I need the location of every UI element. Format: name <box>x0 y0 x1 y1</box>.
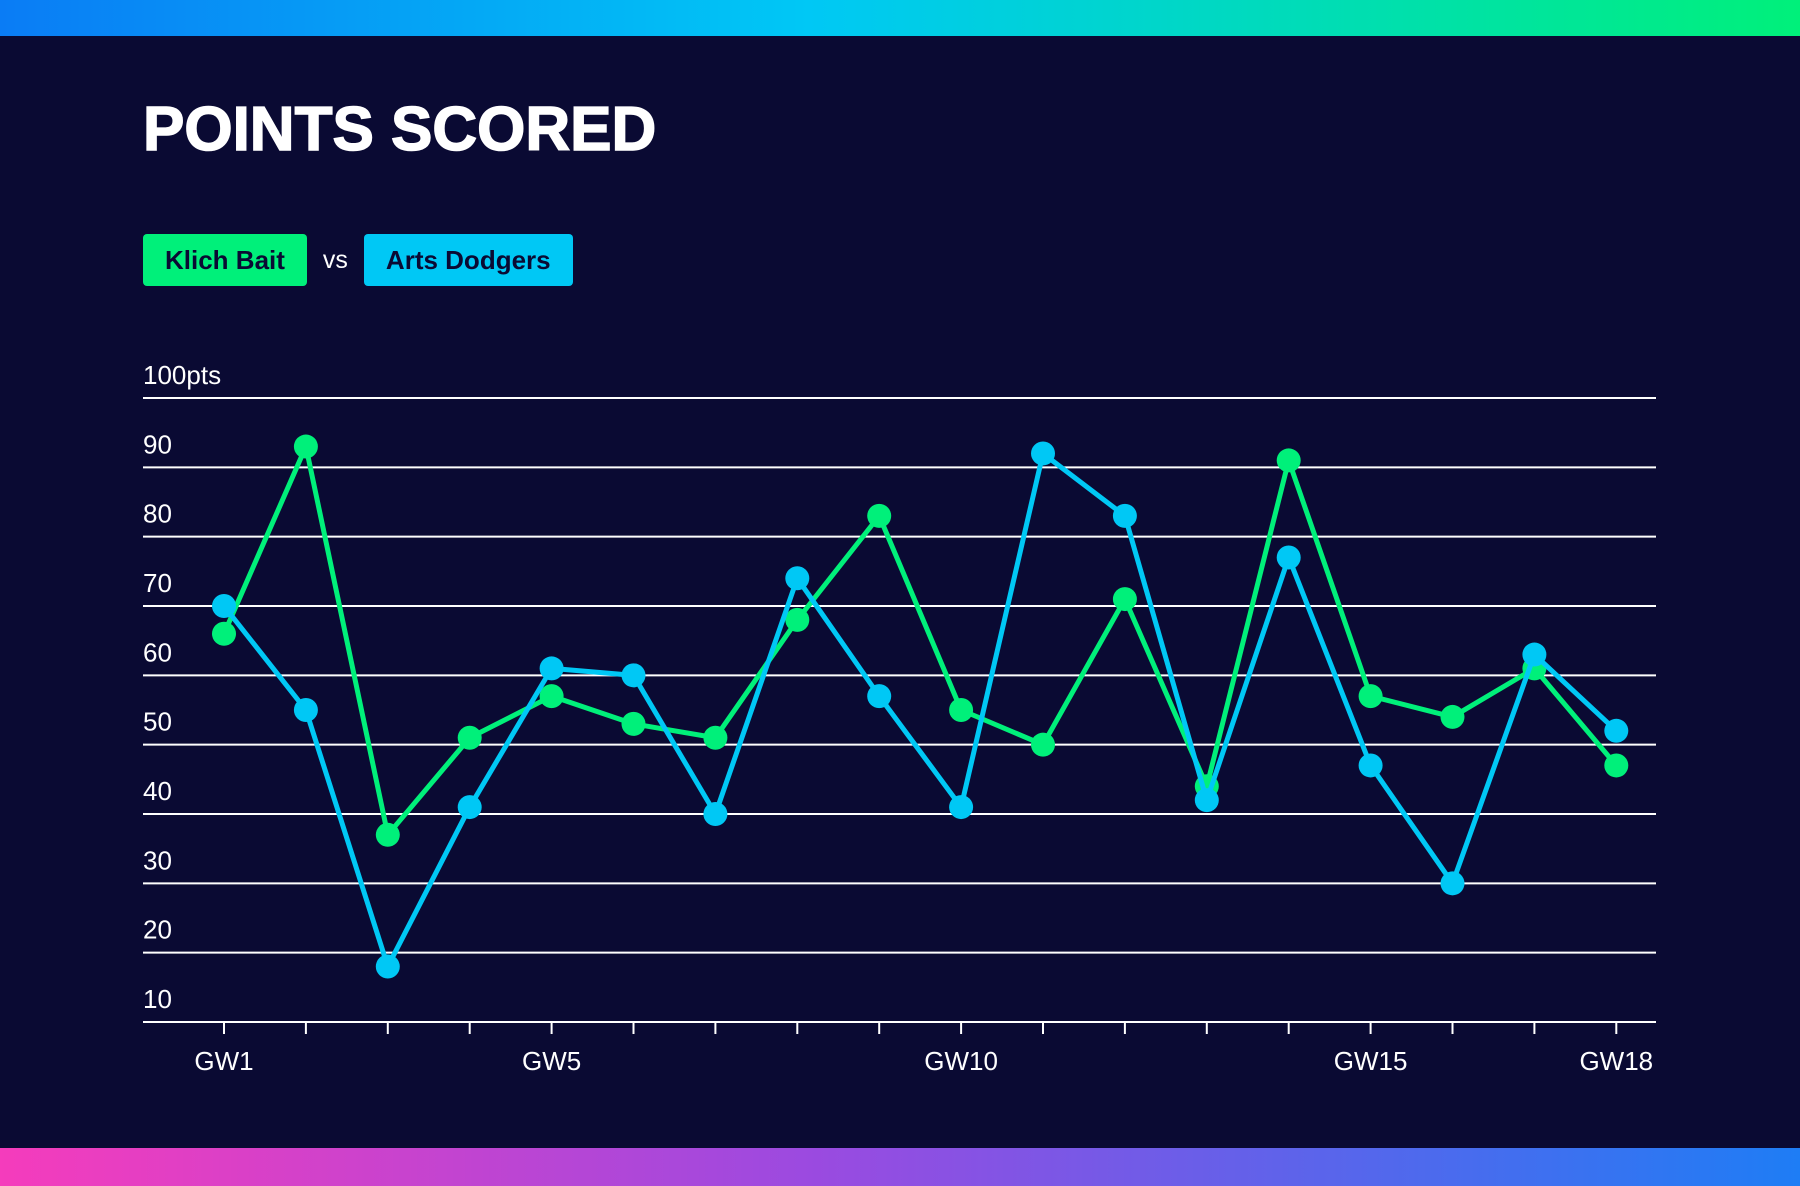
series-2-point-4 <box>457 795 482 820</box>
series-2-point-14 <box>1276 545 1301 570</box>
y-tick-label-50: 50 <box>143 707 172 737</box>
series-2-point-5 <box>539 656 564 681</box>
x-tick-label-gw1: GW1 <box>194 1046 253 1076</box>
gridlines <box>143 397 1656 954</box>
series-2-point-18 <box>1604 718 1629 743</box>
series-2-point-3 <box>375 954 400 979</box>
y-tick-label-70: 70 <box>143 568 172 598</box>
series-1-point-9 <box>867 503 892 528</box>
y-tick-label-90: 90 <box>143 429 172 459</box>
series-1-point-18 <box>1604 753 1629 778</box>
series-1-line <box>221 444 1619 838</box>
y-tick-label-20: 20 <box>143 915 172 945</box>
series-2-point-2 <box>293 698 318 722</box>
legend: Klich Bait vs Arts Dodgers <box>143 234 573 286</box>
series-2-point-15 <box>1358 753 1383 778</box>
chart-title: POINTS SCORED <box>142 94 657 165</box>
legend-vs-label: vs <box>322 245 348 274</box>
series-2-point-13 <box>1194 788 1219 813</box>
y-tick-label-100: 100pts <box>143 360 221 390</box>
x-tick-label-gw10: GW10 <box>924 1046 998 1076</box>
series-1-point-8 <box>785 607 810 632</box>
series-1-point-15 <box>1358 684 1383 709</box>
series-2-point-9 <box>867 684 892 709</box>
series-1-point-7 <box>703 725 728 750</box>
series-1-point-3 <box>375 822 400 847</box>
top-gradient-bar <box>0 0 1800 36</box>
axis-labels: 100pts 90 80 70 60 50 40 30 20 10 GW1 GW5 GW10 GW15 GW… <box>143 360 1653 1076</box>
series-2-point-10 <box>949 795 974 820</box>
series-1-point-12 <box>1112 587 1137 612</box>
series-1-point-11 <box>1031 732 1055 757</box>
y-tick-label-60: 60 <box>143 637 172 667</box>
y-tick-label-80: 80 <box>143 499 172 529</box>
series-1-point-5 <box>539 684 564 709</box>
x-tick-label-gw5: GW5 <box>522 1046 581 1076</box>
y-tick-label-40: 40 <box>143 776 172 806</box>
series-lines <box>212 434 1629 979</box>
x-axis <box>143 1021 1656 1034</box>
series-2 <box>212 441 1629 979</box>
bottom-gradient-bar <box>0 1148 1800 1186</box>
legend-chip-series-1: Klich Bait <box>143 234 307 286</box>
series-1-point-16 <box>1440 704 1465 729</box>
series-1-point-10 <box>949 698 974 722</box>
y-tick-label-10: 10 <box>143 984 172 1014</box>
y-tick-label-30: 30 <box>143 845 172 875</box>
series-2-point-16 <box>1440 871 1465 896</box>
series-2-point-12 <box>1112 503 1137 528</box>
series-1-point-6 <box>621 711 646 736</box>
series-2-point-11 <box>1031 441 1055 466</box>
series-1-point-14 <box>1276 448 1301 473</box>
series-2-point-1 <box>212 594 236 618</box>
series-1-point-4 <box>457 725 482 750</box>
series-2-line <box>221 450 1619 970</box>
series-1-point-1 <box>212 621 236 646</box>
series-2-point-17 <box>1522 642 1547 667</box>
series-1-point-2 <box>293 434 318 459</box>
x-tick-label-gw15: GW15 <box>1334 1046 1408 1076</box>
series-2-point-8 <box>785 566 810 591</box>
series-2-point-7 <box>703 802 728 826</box>
series-2-point-6 <box>621 663 646 688</box>
legend-chip-series-2: Arts Dodgers <box>363 234 573 286</box>
x-tick-label-gw18: GW18 <box>1579 1046 1653 1076</box>
series-1 <box>212 434 1629 847</box>
